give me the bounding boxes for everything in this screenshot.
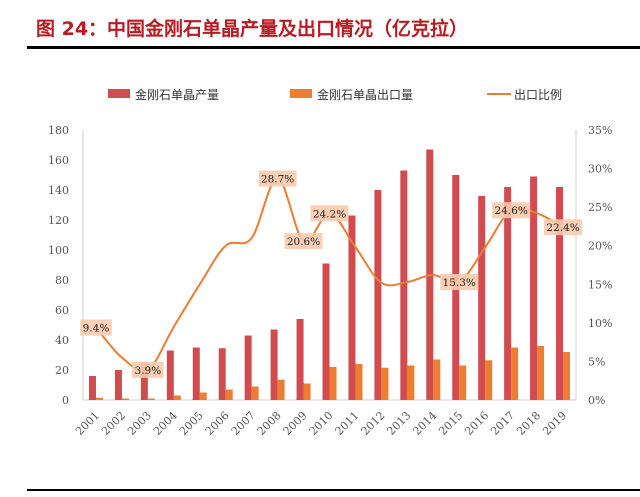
export-bar bbox=[277, 379, 285, 400]
export-bar bbox=[563, 352, 571, 400]
export-bar bbox=[199, 392, 207, 400]
data-label: 22.4% bbox=[546, 222, 579, 234]
y2-tick-label: 5% bbox=[588, 355, 605, 368]
y-tick-label: 180 bbox=[48, 124, 69, 137]
data-label-bg bbox=[310, 205, 349, 222]
export-bar bbox=[147, 398, 155, 400]
data-label-bg bbox=[258, 170, 297, 187]
x-tick-label: 2016 bbox=[462, 409, 491, 438]
legend-label: 出口比例 bbox=[514, 88, 562, 102]
x-tick-label: 2008 bbox=[255, 409, 284, 438]
export-bar bbox=[303, 383, 311, 400]
data-label: 3.9% bbox=[135, 365, 162, 377]
x-tick-label: 2014 bbox=[410, 409, 439, 438]
y2-tick-label: 10% bbox=[588, 317, 612, 330]
chart-title: 图 24：中国金刚石单晶产量及出口情况（亿克拉） bbox=[36, 18, 469, 40]
y2-tick-label: 30% bbox=[588, 163, 612, 176]
y-tick-label: 20 bbox=[55, 364, 69, 377]
data-label-bg bbox=[284, 233, 323, 250]
data-label: 28.7% bbox=[261, 174, 294, 186]
export-bar bbox=[355, 364, 363, 400]
x-tick-label: 2018 bbox=[514, 409, 543, 438]
x-tick-label: 2001 bbox=[73, 409, 102, 438]
production-bar bbox=[244, 335, 252, 400]
export-bar bbox=[537, 346, 545, 400]
production-bar bbox=[530, 176, 538, 400]
x-tick-label: 2019 bbox=[540, 409, 569, 438]
legend-label: 金刚石单晶产量 bbox=[135, 87, 219, 102]
x-tick-label: 2005 bbox=[177, 409, 206, 438]
y-tick-label: 100 bbox=[48, 244, 69, 257]
data-label: 24.6% bbox=[494, 205, 527, 217]
production-bar bbox=[140, 362, 148, 400]
data-label-bg bbox=[440, 273, 479, 290]
y-tick-label: 160 bbox=[48, 154, 69, 167]
export-bar bbox=[459, 365, 467, 400]
data-label: 15.3% bbox=[443, 277, 476, 289]
x-tick-label: 2015 bbox=[436, 409, 465, 438]
x-tick-label: 2017 bbox=[488, 409, 517, 438]
x-tick-label: 2007 bbox=[229, 409, 258, 438]
y-tick-label: 40 bbox=[55, 334, 69, 347]
x-tick-label: 2003 bbox=[125, 409, 154, 438]
production-bar bbox=[88, 376, 96, 400]
production-bar bbox=[296, 319, 304, 400]
export-bar bbox=[329, 367, 337, 400]
export-bar bbox=[173, 395, 181, 400]
legend-swatch bbox=[108, 89, 130, 98]
data-label-bg bbox=[544, 219, 583, 236]
legend-swatch bbox=[290, 89, 312, 98]
x-tick-label: 2006 bbox=[203, 409, 232, 438]
data-label: 9.4% bbox=[83, 322, 110, 334]
production-bar bbox=[348, 215, 356, 400]
export-bar bbox=[251, 386, 259, 400]
data-label-bg bbox=[132, 361, 164, 378]
bottom-divider bbox=[27, 489, 640, 491]
production-bar bbox=[218, 348, 226, 400]
x-tick-label: 2012 bbox=[359, 409, 388, 438]
export-bar bbox=[485, 360, 493, 400]
export-bar bbox=[225, 389, 233, 400]
export-bar bbox=[381, 367, 389, 400]
y2-tick-label: 35% bbox=[588, 124, 612, 137]
export-bar bbox=[511, 347, 519, 400]
production-bar bbox=[374, 190, 382, 400]
production-bar bbox=[166, 350, 174, 400]
production-bar bbox=[556, 187, 564, 400]
x-tick-label: 2013 bbox=[384, 409, 413, 438]
production-bar bbox=[192, 347, 200, 400]
y2-tick-label: 0% bbox=[588, 394, 605, 407]
export-bar bbox=[407, 365, 415, 400]
title-divider bbox=[27, 46, 640, 49]
x-tick-label: 2010 bbox=[307, 409, 336, 438]
data-label: 24.2% bbox=[313, 208, 346, 220]
y-tick-label: 0 bbox=[62, 394, 69, 407]
data-label-bg bbox=[492, 202, 531, 219]
y-tick-label: 80 bbox=[55, 274, 69, 287]
y2-tick-label: 15% bbox=[588, 278, 612, 291]
y-tick-label: 120 bbox=[48, 214, 69, 227]
y2-tick-label: 25% bbox=[588, 201, 612, 214]
export-bar bbox=[95, 397, 103, 400]
export-bar bbox=[433, 359, 441, 400]
legend-label: 金刚石单晶出口量 bbox=[317, 87, 413, 102]
x-tick-label: 2004 bbox=[151, 409, 180, 438]
y2-tick-label: 20% bbox=[588, 240, 612, 253]
x-tick-label: 2009 bbox=[281, 409, 310, 438]
production-bar bbox=[114, 370, 122, 400]
data-label: 20.6% bbox=[287, 236, 320, 248]
y-tick-label: 140 bbox=[48, 184, 69, 197]
x-tick-label: 2011 bbox=[333, 409, 362, 438]
production-bar bbox=[504, 187, 512, 400]
export-bar bbox=[121, 398, 129, 400]
production-bar bbox=[270, 329, 278, 400]
data-label-bg bbox=[80, 319, 112, 336]
production-bar bbox=[400, 170, 408, 400]
production-bar bbox=[478, 196, 486, 400]
x-tick-label: 2002 bbox=[99, 409, 128, 438]
production-bar bbox=[322, 263, 330, 400]
y-tick-label: 60 bbox=[55, 304, 69, 317]
